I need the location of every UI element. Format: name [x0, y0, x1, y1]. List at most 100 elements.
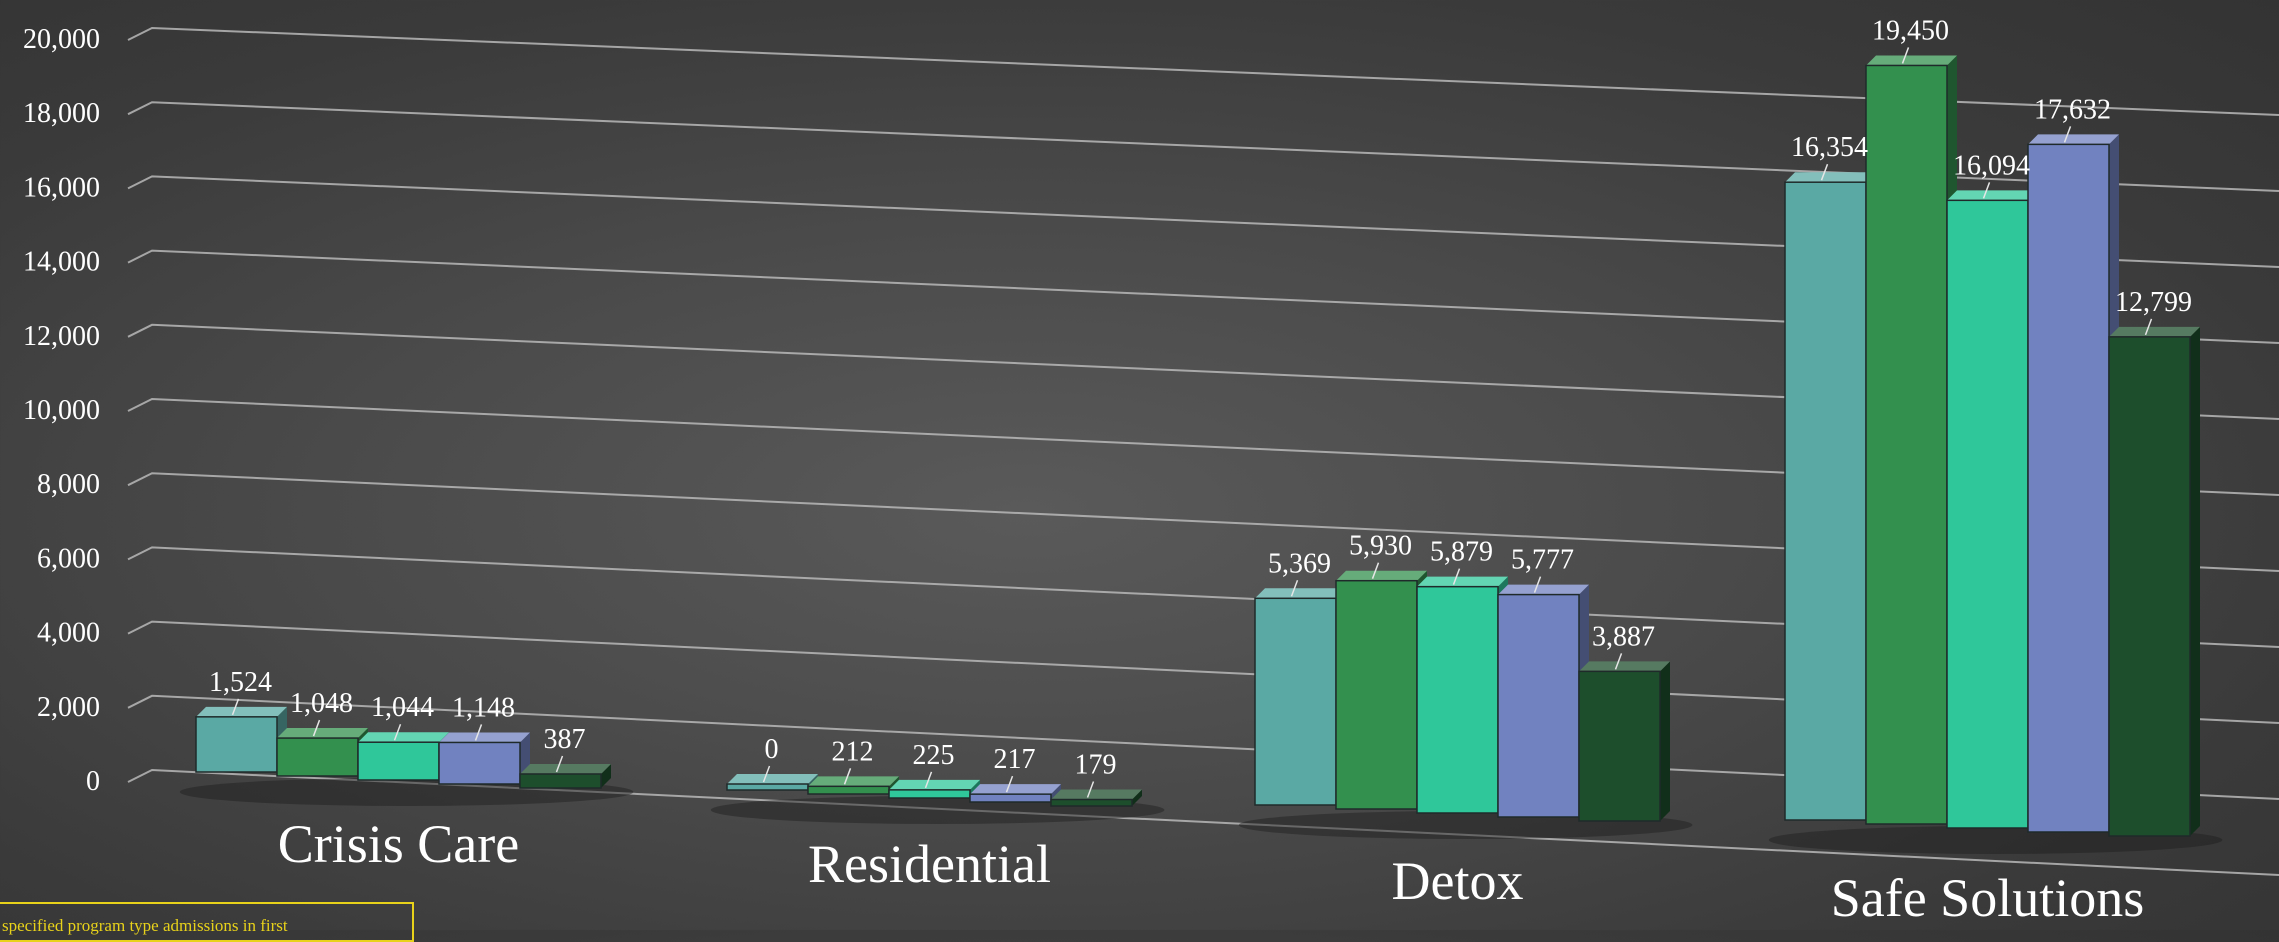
bar-top: [808, 776, 899, 787]
bar: [438, 732, 530, 785]
bar-top: [1417, 576, 1508, 587]
bar: [1254, 588, 1346, 806]
bar-top: [1498, 584, 1589, 595]
y-tick-label: 18,000: [23, 98, 100, 129]
bar: [1497, 584, 1589, 818]
bar-front: [807, 785, 890, 795]
gridline: [127, 472, 2279, 572]
y-tick-label: 16,000: [23, 172, 100, 203]
bar-top: [970, 784, 1061, 795]
bar: [888, 779, 980, 799]
leader-line: [312, 719, 321, 737]
leader-line: [1901, 47, 1910, 64]
leader-line: [1533, 576, 1542, 593]
data-label: 16,094: [1953, 150, 2030, 181]
bar-top: [1579, 661, 1670, 672]
bar: [726, 774, 818, 791]
bar-front: [1578, 670, 1661, 822]
bar-front: [969, 793, 1052, 803]
y-tick-label: 2,000: [37, 692, 100, 723]
leader-line: [924, 771, 933, 789]
leader-line: [1371, 562, 1380, 579]
leader-line: [762, 765, 771, 783]
bar-side: [1132, 789, 1142, 806]
bar: [195, 706, 287, 773]
gridline: [127, 175, 2279, 268]
bar: [519, 763, 611, 789]
data-label: 225: [913, 740, 955, 771]
leader-line: [1452, 568, 1461, 585]
bar-front: [276, 737, 359, 777]
bar-top: [1785, 172, 1876, 183]
bar-front: [1335, 579, 1418, 810]
bar-front: [1050, 798, 1133, 807]
y-tick-label: 4,000: [37, 618, 100, 649]
data-label: 179: [1075, 750, 1117, 781]
bar: [1416, 576, 1508, 814]
gridline: [127, 397, 2279, 496]
bar-top: [2109, 326, 2200, 337]
leader-line: [1290, 580, 1299, 597]
leader-line: [2063, 126, 2072, 143]
bar: [1050, 789, 1142, 807]
bar-top: [277, 728, 368, 739]
x-axis: Crisis Care Residential Detox Safe Solution…: [278, 814, 2145, 928]
bar-side: [1660, 661, 1670, 821]
bar-side: [2190, 326, 2200, 836]
data-labels: 1,524 1,048 1,044 1,148 387 0 212 225 217 179 5,36…: [209, 15, 2192, 798]
category-label: Crisis Care: [278, 814, 519, 874]
data-label: 12,799: [2115, 287, 2192, 318]
leader-line: [1086, 781, 1095, 798]
bar-front: [1946, 199, 2029, 829]
bar-top: [439, 732, 530, 743]
data-label: 19,450: [1872, 15, 1949, 46]
bar: [276, 728, 368, 777]
y-tick-label: 12,000: [23, 321, 100, 352]
bar-front: [195, 716, 278, 773]
gridline: [127, 323, 2279, 420]
bar-front: [2108, 336, 2191, 837]
bar-top: [1336, 570, 1427, 581]
bar-top: [520, 763, 611, 774]
bar-top: [1051, 789, 1142, 800]
gridline: [127, 101, 2279, 192]
bars: [179, 55, 2223, 854]
leader-line: [1614, 653, 1623, 670]
y-tick-label: 6,000: [37, 543, 100, 574]
category-label: Safe Solutions: [1831, 868, 2145, 928]
bar-front: [888, 789, 971, 799]
data-label: 1,048: [290, 688, 353, 719]
bar-front: [1865, 64, 1948, 825]
bar: [2027, 134, 2119, 833]
bar: [1946, 190, 2038, 829]
leader-line: [2144, 318, 2153, 336]
bar: [1335, 570, 1427, 810]
bar: [1578, 661, 1670, 822]
bar: [2108, 326, 2200, 837]
bar-top: [727, 774, 818, 784]
bar-front: [1784, 181, 1867, 821]
bar-front: [519, 773, 602, 789]
gridline: [127, 249, 2279, 344]
footnote-box: specified program type admissions in fir…: [0, 902, 414, 942]
bar-front: [438, 741, 521, 785]
bar-front: [357, 741, 440, 781]
leader-line: [1982, 182, 1991, 199]
y-axis: 0 2,000 4,000 6,000 8,000 10,000 12,000 14,000 1…: [23, 24, 100, 797]
leader-line: [843, 768, 852, 785]
bar-top: [196, 706, 287, 717]
data-label: 387: [544, 724, 586, 755]
bar-top: [2028, 134, 2119, 145]
leader-line: [393, 723, 402, 741]
data-label: 1,148: [452, 692, 515, 723]
data-label: 17,632: [2034, 94, 2111, 125]
bar: [357, 732, 449, 781]
category-label: Detox: [1392, 851, 1524, 911]
leader-line: [231, 698, 240, 716]
data-label: 16,354: [1791, 132, 1868, 163]
data-label: 5,879: [1430, 537, 1493, 568]
y-tick-label: 0: [86, 766, 100, 797]
data-label: 5,930: [1349, 531, 1412, 562]
data-label: 1,524: [209, 667, 272, 698]
